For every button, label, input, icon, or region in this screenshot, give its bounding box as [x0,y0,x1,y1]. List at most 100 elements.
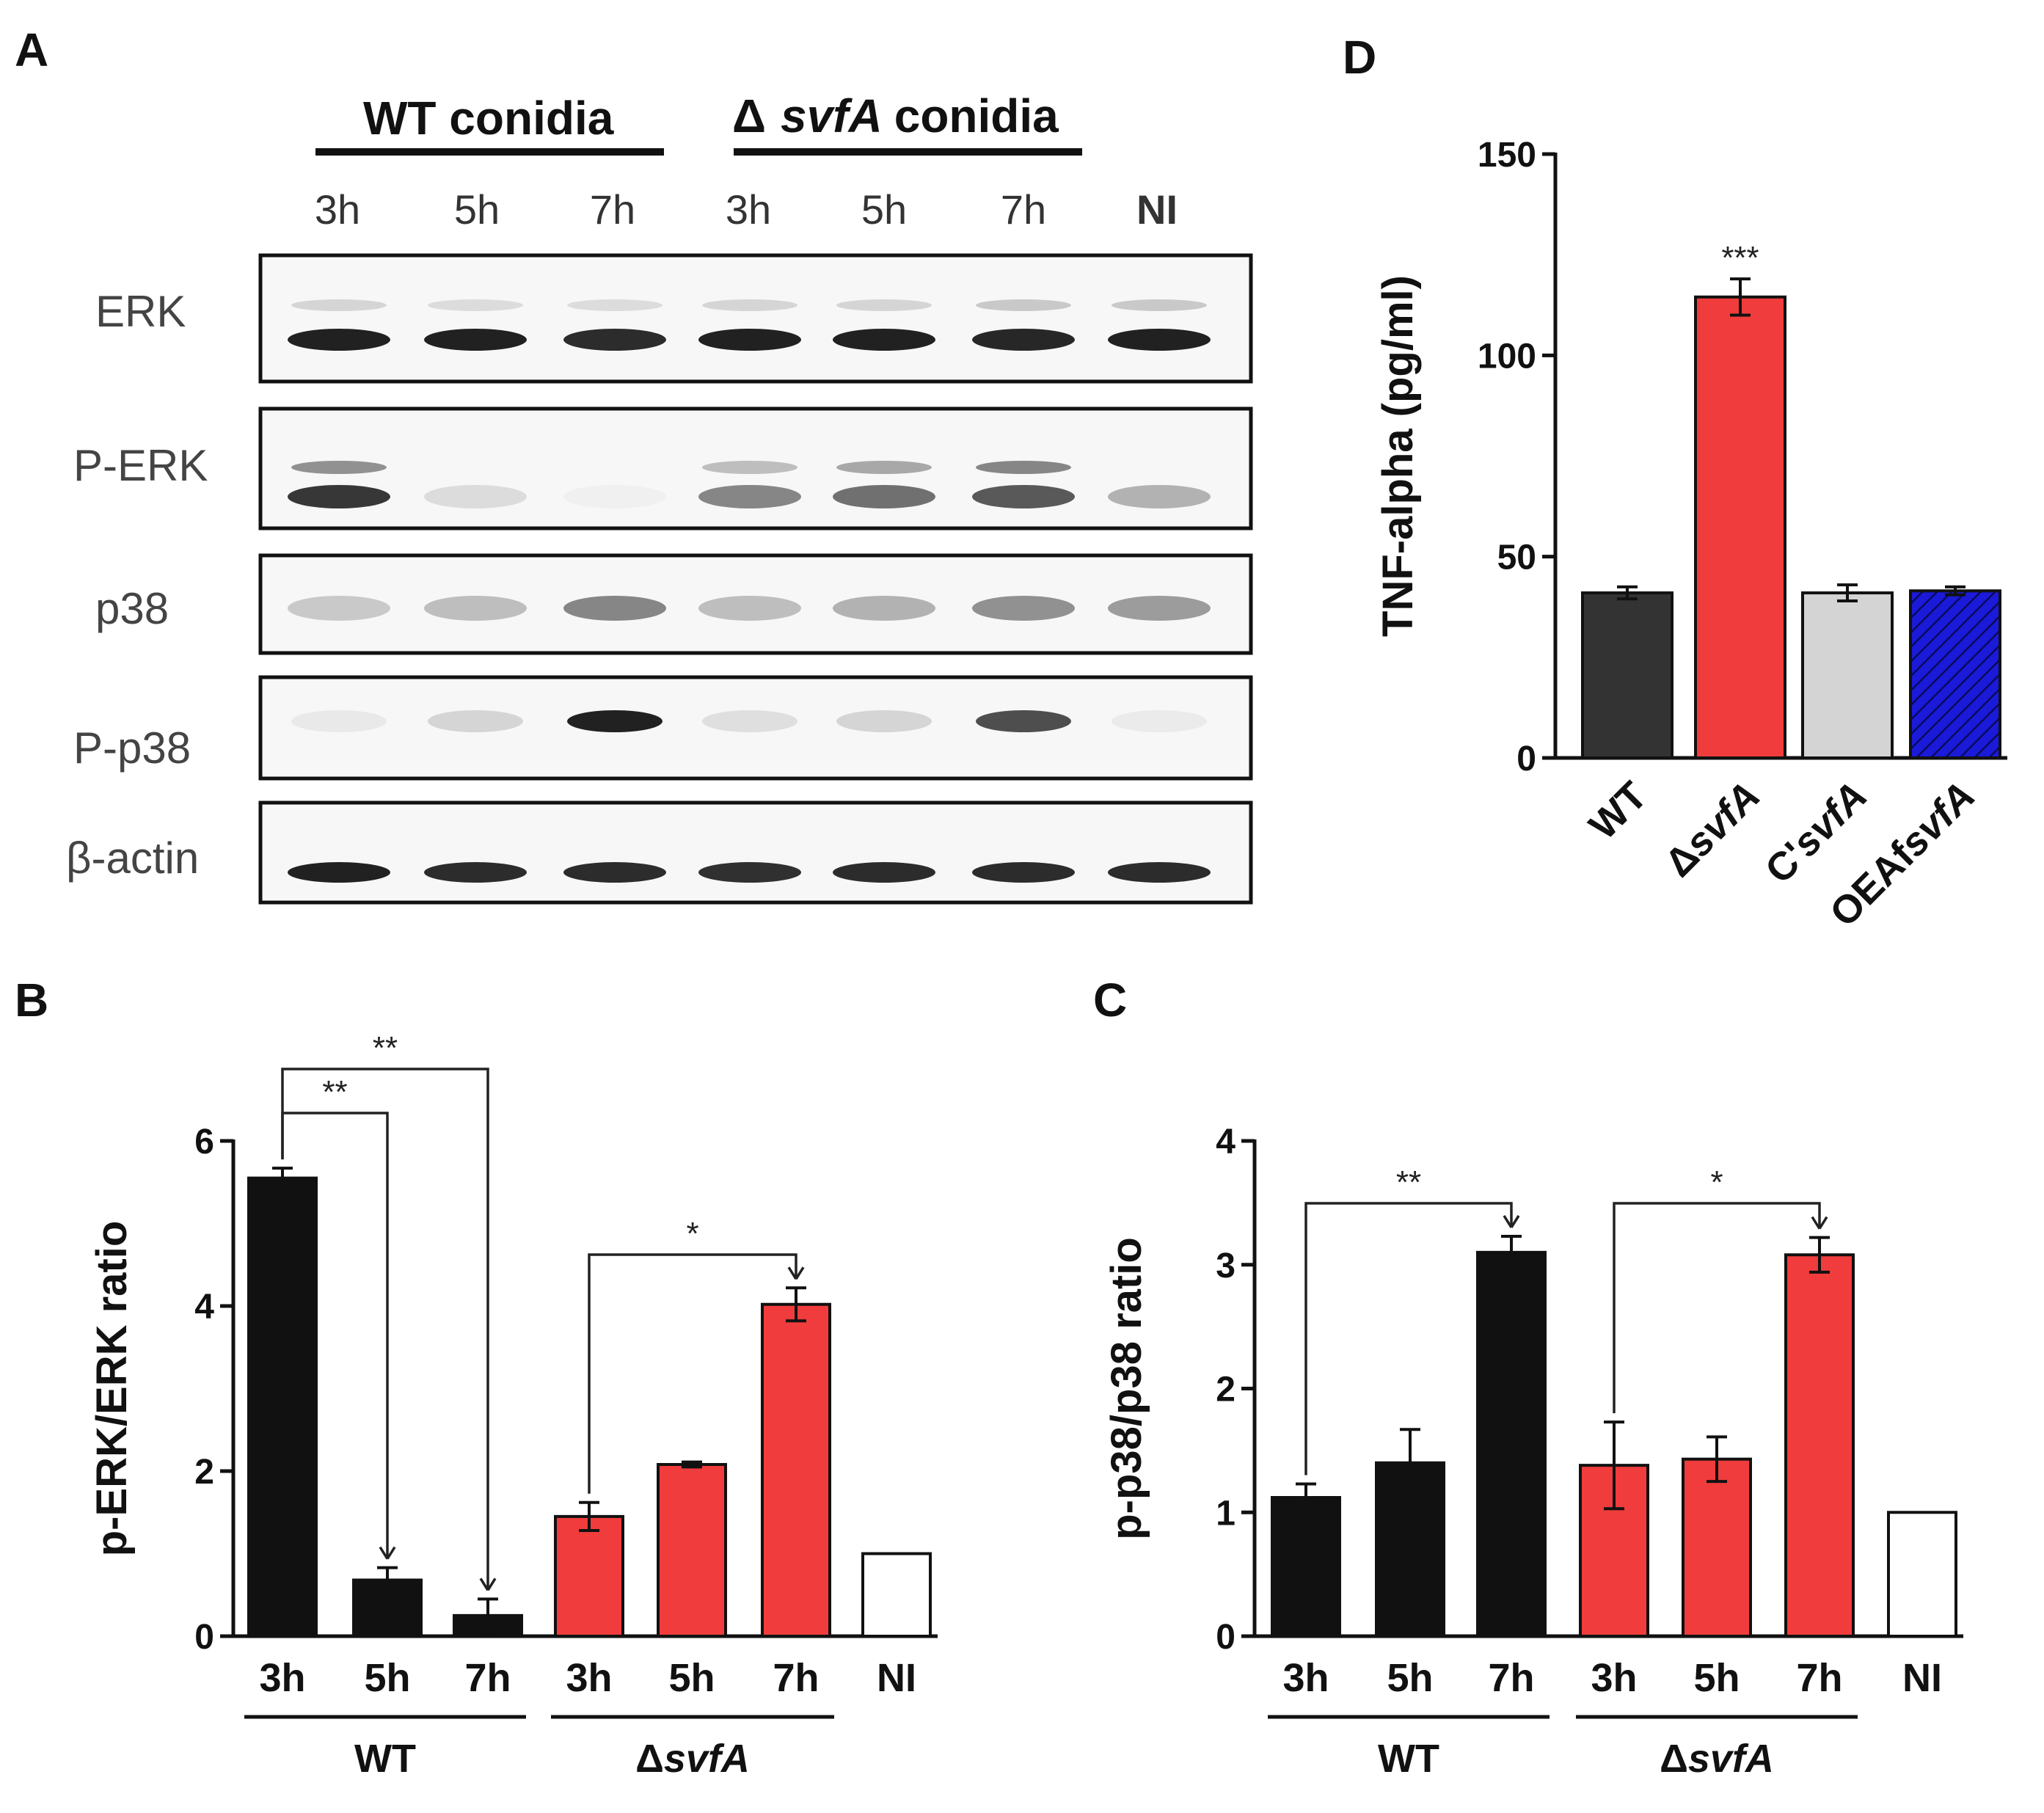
blot-band [288,596,390,621]
blot-band [698,862,801,883]
panel-c-chart: C 0 1 2 3 4 p-p38/p38 ratio 3h 5h 7h 3h 5h 7h NI WT Δs… [1093,974,1963,1781]
blot-band [698,485,801,508]
x-category-label: 3h [566,1656,612,1700]
x-category-label: 7h [464,1656,511,1700]
bar [1581,591,1673,760]
y-tick-label: 0 [1516,740,1536,778]
blot-row-label: P-ERK [73,441,208,490]
blot-band [698,329,801,351]
panel-label-b: B [15,974,48,1026]
blot-band [563,862,666,883]
blot-row-label: β-actin [66,833,199,883]
y-tick-label: 4 [194,1288,214,1327]
bar [657,1463,727,1638]
significance-arrow [479,1577,489,1591]
significance-label: ** [322,1074,347,1110]
x-category-label: 5h [668,1656,715,1700]
y-tick-label: 3 [1216,1247,1235,1285]
significance-label: ** [1396,1164,1421,1200]
blot-band [836,710,932,732]
blot-band [288,862,390,883]
blot-band [698,596,801,621]
blot-row-label: P-p38 [73,723,191,773]
group-label-part: svfA [1688,1737,1774,1781]
bar [1909,589,2001,760]
blot-band [291,710,387,732]
bar [1694,295,1786,759]
blot-band [972,862,1075,883]
x-category-label: NI [877,1656,916,1700]
bar [1271,1496,1341,1638]
blot-band [972,329,1075,351]
x-category-label: NI [1902,1656,1942,1700]
x-category-label: 7h [1488,1656,1534,1700]
blot-strip-frame [258,675,1253,781]
y-tick-label: 100 [1478,337,1536,376]
x-category-label: 3h [1591,1656,1637,1700]
blot-band [1108,862,1211,883]
blot-band [836,461,932,474]
significance-arrow [1510,1215,1520,1228]
panel-label-d: D [1343,31,1376,84]
y-tick-label: 4 [1216,1123,1235,1161]
blot-strip-frame [258,800,1253,905]
group-label: WT [1378,1737,1439,1781]
significance-label: ** [373,1030,398,1066]
blot-band [1108,329,1211,351]
group-label-part: WT [1378,1737,1439,1781]
panel-b-chart: B 0 2 4 6 p-ERK/ERK ratio 3h 5h 7h 3h 5h 7h NI WT Δsv… [15,974,938,1781]
blot-band [428,299,523,311]
blot-band [424,329,527,351]
x-category-label: 7h [1796,1656,1842,1700]
significance-arrow [787,1266,797,1280]
blot-band [972,485,1075,508]
blot-band [976,710,1071,732]
significance-arrow [1503,1215,1513,1228]
blot-band [836,299,932,311]
significance-label: * [686,1216,698,1252]
blot-lane-label: 3h [315,186,360,233]
blot-band [563,329,666,351]
significance-arrow [1811,1216,1821,1230]
blot-lane-label: 5h [454,186,500,233]
blot-band [1108,596,1211,621]
blot-row-labels: ERK P-ERK p38 P-p38 β-actin [66,287,208,883]
y-tick-label: 0 [194,1618,214,1657]
blot-band [976,299,1071,311]
significance-label: *** [1721,240,1759,276]
blot-band [424,862,527,883]
blot-lane-label: 3h [726,186,771,233]
y-tick-label: 0 [1216,1618,1235,1657]
group-label-part: Δ [1660,1737,1688,1781]
blot-band [567,299,663,311]
bar [1682,1457,1752,1638]
group-label-part: WT [354,1737,416,1781]
blot-band [833,485,935,508]
bar [861,1552,932,1638]
bar [1887,1511,1957,1638]
blot-band [833,862,935,883]
blot-lane-label: 5h [861,186,907,233]
blot-band [976,461,1071,474]
blot-band [1112,710,1207,732]
group-label: WT [354,1737,416,1781]
x-category-label: 5h [1387,1656,1433,1700]
blot-lane-labels: 3h 5h 7h 3h 5h 7h NI [315,186,1178,233]
group-label: ΔsvfA [1660,1737,1774,1781]
significance-label: * [1710,1164,1723,1200]
significance-bracket [1304,1202,1513,1475]
significance-bracket [1613,1202,1821,1414]
panel-label-a: A [15,23,48,76]
y-tick-label: 2 [194,1453,214,1492]
blot-band [702,461,797,474]
blot-band [567,710,663,732]
significance-bracket [281,1112,389,1559]
blot-band [288,485,390,508]
x-category-label: 5h [364,1656,410,1700]
bar [761,1302,831,1638]
blot-band [291,299,387,311]
y-tick-label: 150 [1478,136,1536,175]
